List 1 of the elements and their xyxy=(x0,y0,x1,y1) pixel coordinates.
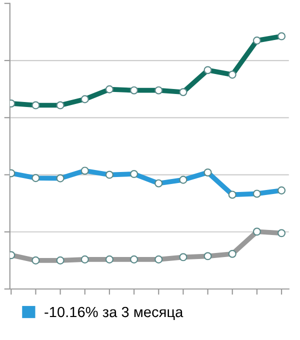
legend-label: -10.16% за 3 месяца xyxy=(44,306,184,320)
